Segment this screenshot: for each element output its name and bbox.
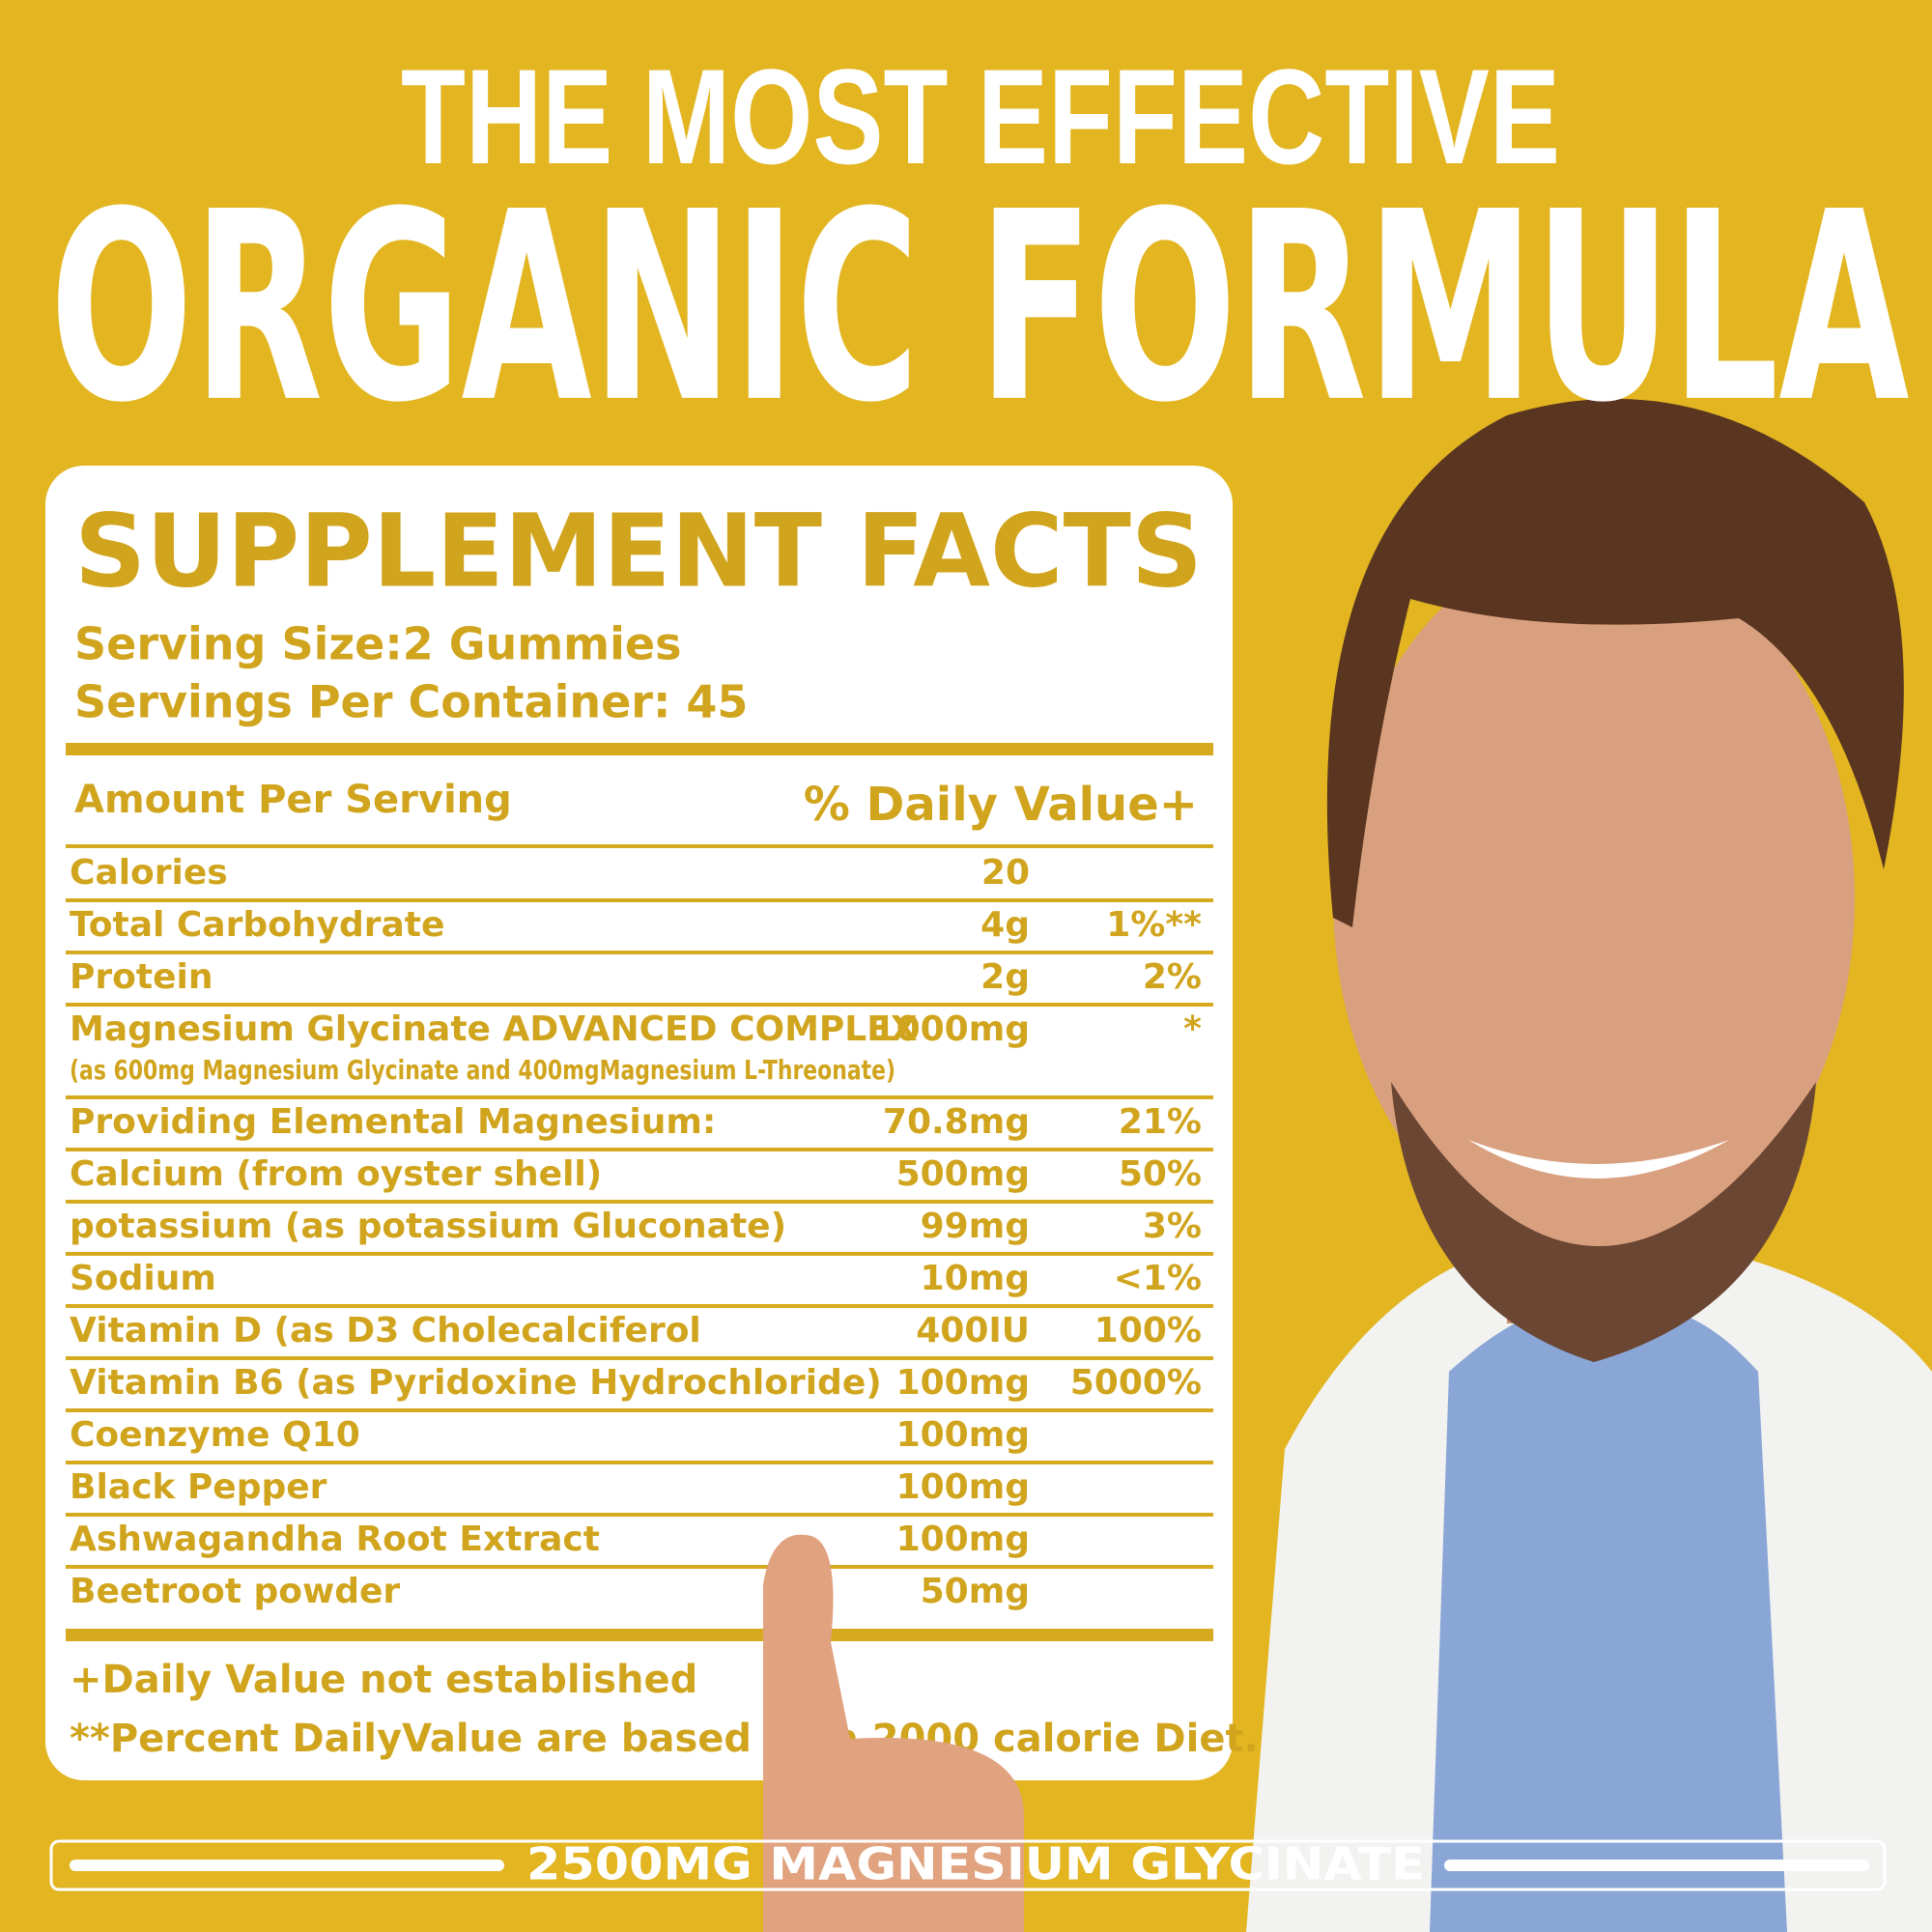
nutrient-name: Vitamin B6 (as Pyridoxine Hydrochloride) bbox=[70, 1363, 882, 1403]
nutrient-dv: 2% bbox=[1143, 957, 1202, 997]
nutrient-name: Calories bbox=[70, 853, 228, 893]
nutrient-amount: 4g bbox=[980, 905, 1030, 945]
nutrient-dv: * bbox=[1183, 1009, 1202, 1049]
rule bbox=[66, 1304, 1213, 1308]
nutrient-name: Calcium (from oyster shell) bbox=[70, 1154, 602, 1194]
nutrient-amount: 70.8mg bbox=[883, 1102, 1030, 1142]
nutrient-amount: 100mg bbox=[896, 1415, 1030, 1455]
headline-top: THE MOST EFFECTIVE bbox=[401, 41, 1560, 192]
rule bbox=[66, 1252, 1213, 1256]
serving-size: Serving Size:2 Gummies bbox=[74, 618, 681, 670]
nutrient-name: Total Carbohydrate bbox=[70, 905, 444, 945]
nutrient-amount: 10mg bbox=[921, 1259, 1030, 1298]
nutrient-name: Ashwagandha Root Extract bbox=[70, 1520, 600, 1559]
nutrient-dv: 21% bbox=[1119, 1102, 1202, 1142]
nutrient-name: Magnesium Glycinate ADVANCED COMPLEX bbox=[70, 1009, 918, 1049]
rule bbox=[66, 951, 1213, 954]
person-photo bbox=[1246, 398, 1932, 1932]
nutrient-detail: (as 600mg Magnesium Glycinate and 400mgM… bbox=[70, 1054, 895, 1086]
nutrient-name: Sodium bbox=[70, 1259, 216, 1298]
nutrient-name: Coenzyme Q10 bbox=[70, 1415, 360, 1455]
facts-rows: Calories 20 Total Carbohydrate 4g 1%** Protei… bbox=[66, 853, 1213, 1611]
rule bbox=[66, 1003, 1213, 1007]
nutrient-dv: <1% bbox=[1114, 1259, 1202, 1298]
nutrient-name: Vitamin D (as D3 Cholecalciferol bbox=[70, 1311, 701, 1350]
banner-frame bbox=[49, 1839, 1887, 1891]
nutrient-amount: 50mg bbox=[921, 1572, 1030, 1611]
rule bbox=[66, 1408, 1213, 1412]
banner-text: 2500MG MAGNESIUM GLYCINATE bbox=[526, 1838, 1425, 1890]
rule bbox=[66, 844, 1213, 848]
rule bbox=[66, 1565, 1213, 1569]
nutrient-amount: 2g bbox=[980, 957, 1030, 997]
nutrient-name: Black Pepper bbox=[70, 1467, 327, 1507]
banner-bar bbox=[1444, 1860, 1869, 1871]
thick-rule bbox=[66, 743, 1213, 755]
nutrient-amount: 99mg bbox=[921, 1207, 1030, 1246]
facts-title: SUPPLEMENT FACTS bbox=[74, 492, 1203, 610]
nutrient-amount: 100mg bbox=[896, 1363, 1030, 1403]
rule bbox=[66, 1200, 1213, 1204]
nutrient-amount: 100mg bbox=[896, 1467, 1030, 1507]
headline-main: ORGANIC FORMULA bbox=[50, 156, 1911, 460]
nutrient-amount: 500mg bbox=[896, 1154, 1030, 1194]
nutrient-name: Providing Elemental Magnesium: bbox=[70, 1102, 716, 1142]
servings-per-container: Servings Per Container: 45 bbox=[74, 676, 748, 728]
nutrient-dv: 5000% bbox=[1070, 1363, 1202, 1403]
footnote: +Daily Value not established bbox=[70, 1658, 697, 1702]
nutrient-dv: 3% bbox=[1143, 1207, 1202, 1246]
nutrient-amount: 1000mg bbox=[872, 1009, 1030, 1049]
hand bbox=[763, 1534, 1024, 1932]
rule bbox=[66, 1513, 1213, 1517]
thick-rule bbox=[66, 1629, 1213, 1641]
nutrient-amount: 100mg bbox=[896, 1520, 1030, 1559]
facts-card bbox=[45, 466, 1233, 1780]
rule bbox=[66, 1461, 1213, 1464]
nutrient-name: Beetroot powder bbox=[70, 1572, 400, 1611]
nutrient-name: potassium (as potassium Gluconate) bbox=[70, 1207, 786, 1246]
nutrient-dv: 100% bbox=[1094, 1311, 1202, 1350]
nutrient-name: Protein bbox=[70, 957, 213, 997]
rule bbox=[66, 1095, 1213, 1099]
column-header: Amount Per Serving bbox=[74, 778, 512, 822]
rule bbox=[66, 898, 1213, 902]
rule bbox=[66, 1148, 1213, 1151]
nutrient-dv: 1%** bbox=[1106, 905, 1202, 945]
banner-bar bbox=[70, 1860, 504, 1871]
rule bbox=[66, 1356, 1213, 1360]
nutrient-amount: 400IU bbox=[916, 1311, 1030, 1350]
nutrient-dv: 50% bbox=[1119, 1154, 1202, 1194]
column-header: % Daily Value+ bbox=[804, 778, 1198, 832]
footnote: **Percent DailyValue are based on a 2000… bbox=[70, 1717, 1259, 1761]
nutrient-amount: 20 bbox=[981, 853, 1030, 893]
